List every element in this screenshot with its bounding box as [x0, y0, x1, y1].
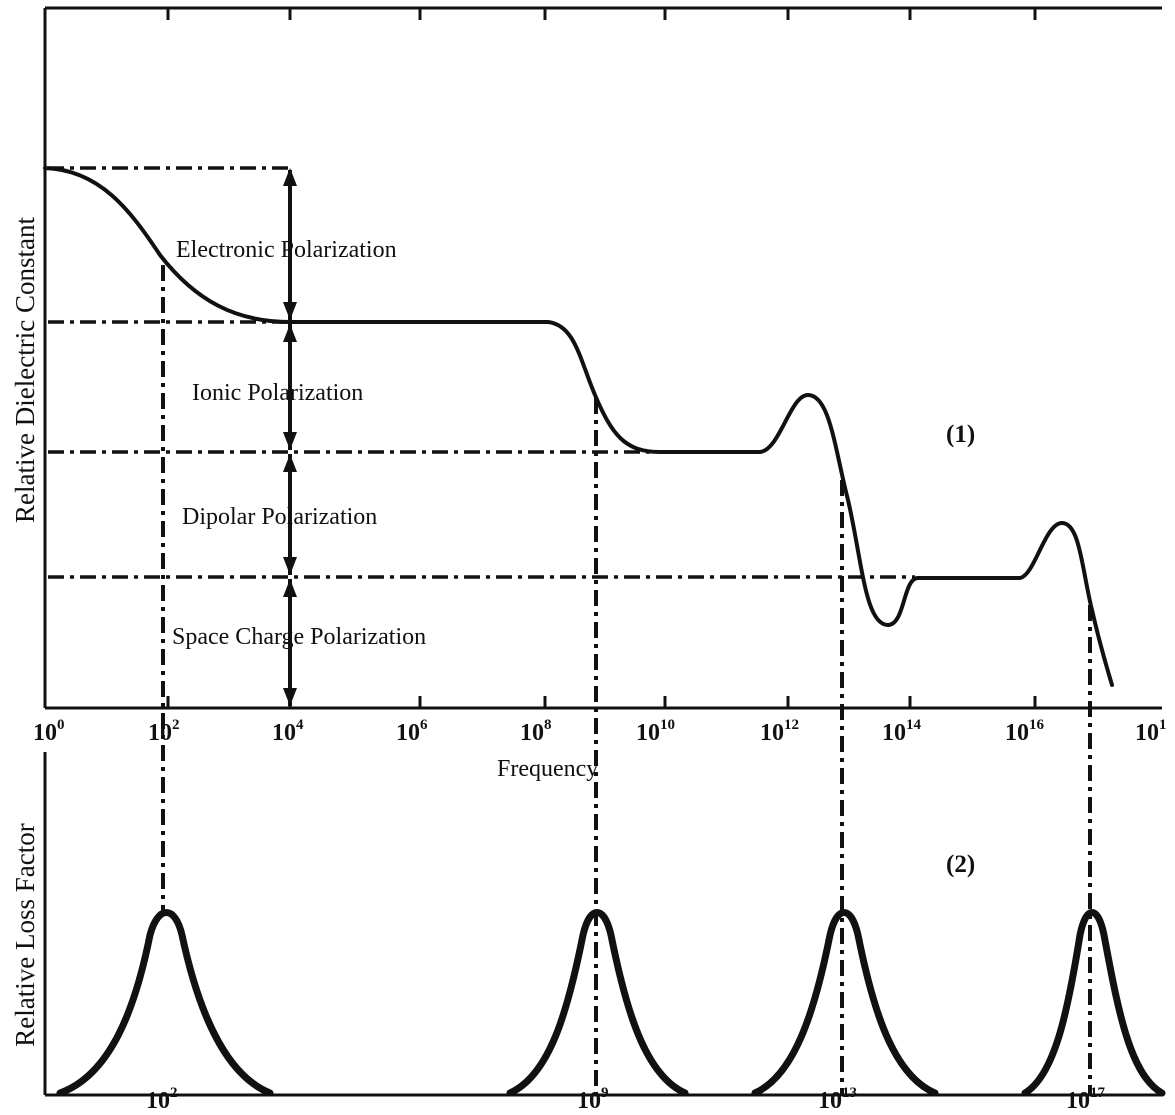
loss-peak-2 — [506, 909, 689, 1097]
dielectric-constant-curve — [43, 166, 1114, 687]
panel-label-top: (1) — [946, 421, 975, 448]
peak-tick-4: 1017 — [1066, 1085, 1106, 1114]
bottom-y-axis-title: Relative Loss Factor — [10, 823, 40, 1046]
polarization-arrows — [283, 168, 297, 706]
bottom-panel — [43, 752, 1166, 1097]
frequency-axis-title: Frequency — [497, 756, 598, 782]
top-y-axis-title: Relative Dielectric Constant — [10, 217, 40, 523]
freq-tick-4: 108 — [520, 717, 552, 746]
freq-tick-3: 106 — [396, 717, 428, 746]
loss-peak-1 — [56, 909, 274, 1097]
loss-peak-3 — [751, 909, 939, 1097]
frequency-tick-labels: 100 102 104 106 108 1010 1012 1014 1016 … — [33, 717, 1167, 746]
freq-tick-6: 1012 — [760, 717, 799, 746]
region-label-electronic: Electronic Polarization — [176, 237, 397, 263]
region-label-ionic: Ionic Polarization — [192, 380, 363, 406]
peak-tick-2: 109 — [577, 1085, 609, 1114]
loss-peak-4 — [1021, 909, 1166, 1097]
region-label-space-charge: Space Charge Polarization — [172, 624, 426, 650]
freq-tick-8: 1016 — [1005, 717, 1045, 746]
top-panel — [43, 6, 1162, 710]
peak-tick-1: 102 — [146, 1085, 178, 1114]
freq-tick-0: 100 — [33, 717, 65, 746]
region-label-dipolar: Dipolar Polarization — [182, 504, 377, 530]
panel-label-bottom: (2) — [946, 851, 975, 878]
peak-tick-labels: 102 109 1013 1017 — [146, 1085, 1106, 1114]
peak-tick-3: 1013 — [818, 1085, 857, 1114]
freq-tick-1: 102 — [148, 717, 180, 746]
freq-tick-2: 104 — [272, 717, 304, 746]
freq-tick-5: 1010 — [636, 717, 675, 746]
freq-tick-7: 1014 — [882, 717, 922, 746]
freq-tick-9: 101 — [1135, 717, 1167, 746]
